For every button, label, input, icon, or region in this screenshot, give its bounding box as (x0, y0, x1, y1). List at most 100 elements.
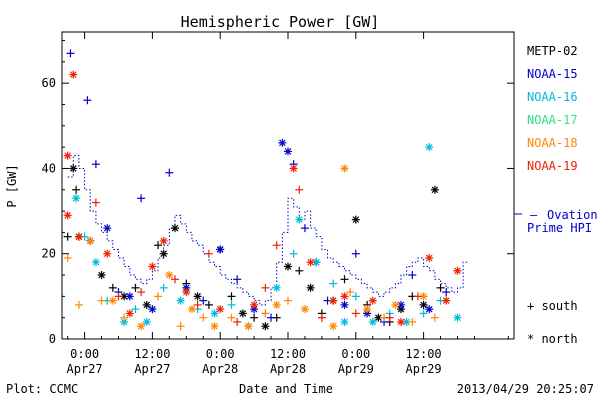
point-noaa-19-north (182, 288, 191, 297)
point-noaa-15-south (351, 249, 360, 258)
point-noaa-19-north (329, 296, 338, 305)
point-metp-02-south (436, 283, 445, 292)
point-noaa-16-south (289, 249, 298, 258)
legend-ovation-line1: Ovation (547, 208, 598, 222)
x-tick-time: 12:00 (270, 347, 306, 361)
point-noaa-15-north (103, 224, 112, 233)
point-noaa-15-north (284, 147, 292, 156)
point-noaa-19-north (368, 296, 377, 305)
point-noaa-18-north (272, 300, 281, 309)
point-metp-02-south (72, 185, 81, 194)
point-noaa-18-north (329, 322, 338, 331)
point-noaa-18-north (86, 236, 95, 245)
point-noaa-18-north (363, 305, 372, 314)
point-noaa-18-south (120, 313, 129, 322)
point-noaa-19-south (317, 313, 326, 322)
point-noaa-16-north (295, 215, 304, 224)
y-tick-label: 20 (42, 247, 56, 261)
point-noaa-15-north (125, 292, 134, 301)
point-noaa-18-south (199, 313, 208, 322)
point-metp-02-north (430, 185, 439, 194)
x-tick-date: Apr28 (202, 362, 238, 376)
point-noaa-18-south (74, 300, 83, 309)
point-noaa-18-north (300, 305, 309, 314)
legend-south: + south (527, 299, 578, 313)
point-metp-02-south (340, 275, 349, 284)
point-noaa-15-north (148, 305, 157, 314)
point-noaa-16-north (91, 258, 100, 267)
point-metp-02-south (108, 283, 117, 292)
point-noaa-18-north (108, 296, 117, 305)
point-noaa-16-north (142, 317, 151, 326)
point-noaa-19-south (193, 300, 202, 309)
point-noaa-19-south (171, 275, 179, 284)
x-tick-time: 0:00 (206, 347, 235, 361)
point-metp-02-south (204, 300, 213, 309)
point-metp-02-north (351, 215, 360, 224)
x-tick-date: Apr27 (134, 362, 170, 376)
point-noaa-15-south (83, 96, 92, 105)
point-noaa-19-south (114, 292, 123, 301)
point-metp-02-north (238, 309, 247, 318)
point-noaa-15-south (165, 168, 174, 177)
point-noaa-15-south (66, 49, 75, 58)
point-metp-02-north (97, 271, 106, 280)
point-noaa-19-north (306, 258, 315, 267)
legend-ovation-line2: Prime HPI (527, 221, 592, 235)
point-noaa-16-north (453, 313, 462, 322)
point-noaa-15-south (137, 194, 146, 203)
legend-noaa18: NOAA-18 (527, 136, 578, 150)
point-noaa-18-north (165, 271, 174, 280)
x-tick-date: Apr28 (270, 362, 306, 376)
point-noaa-15-north (278, 138, 287, 147)
point-noaa-18-north (244, 322, 253, 331)
point-noaa-19-north (289, 164, 298, 173)
point-noaa-16-north (210, 309, 219, 318)
point-noaa-18-north (187, 305, 196, 314)
y-tick-label: 60 (42, 76, 56, 90)
point-noaa-18-north (391, 300, 400, 309)
point-noaa-19-south (351, 309, 360, 318)
x-tick-time: 0:00 (341, 347, 370, 361)
legend-noaa17: NOAA-17 (527, 113, 578, 127)
point-metp-02-north (261, 322, 270, 331)
legend-noaa19: NOAA-19 (527, 159, 578, 173)
point-noaa-15-south (199, 296, 208, 305)
point-noaa-19-north (148, 262, 157, 271)
point-noaa-15-south (91, 160, 100, 169)
point-noaa-16-north (368, 317, 377, 326)
timestamp: 2013/04/29 20:25:07 (457, 382, 594, 396)
point-noaa-16-south (329, 279, 338, 288)
legend-noaa16: NOAA-16 (527, 90, 578, 104)
point-noaa-19-south (295, 185, 304, 194)
point-metp-02-north (306, 283, 315, 292)
point-noaa-19-north (216, 305, 225, 314)
point-noaa-16-south (351, 292, 360, 301)
point-noaa-18-north (419, 292, 428, 301)
point-noaa-15-north (216, 245, 225, 254)
point-noaa-18-north (137, 322, 146, 331)
point-noaa-19-south (204, 249, 213, 258)
y-tick-label: 40 (42, 161, 56, 175)
point-noaa-16-south (227, 300, 236, 309)
point-noaa-19-north (69, 70, 78, 79)
point-noaa-19-north (340, 292, 349, 301)
point-noaa-19-north (453, 266, 462, 275)
point-noaa-18-south (154, 292, 163, 301)
point-noaa-15-south (233, 275, 242, 284)
legend-ovation-dash: — (530, 208, 538, 222)
point-noaa-16-north (72, 194, 81, 203)
point-noaa-19-north (74, 232, 83, 241)
point-noaa-15-north (425, 305, 434, 314)
legend: METP-02 NOAA-15 NOAA-16 NOAA-17 NOAA-18 … (514, 44, 598, 346)
point-noaa-19-north (159, 236, 168, 245)
legend-noaa15: NOAA-15 (527, 67, 578, 81)
chart-title: Hemispheric Power [GW] (181, 13, 380, 31)
point-metp-02-south (154, 241, 163, 250)
point-metp-02-north (69, 164, 78, 173)
point-metp-02-south (227, 292, 236, 301)
point-noaa-16-north (176, 296, 185, 305)
point-noaa-15-north (340, 300, 349, 309)
point-noaa-15-south (408, 271, 417, 280)
